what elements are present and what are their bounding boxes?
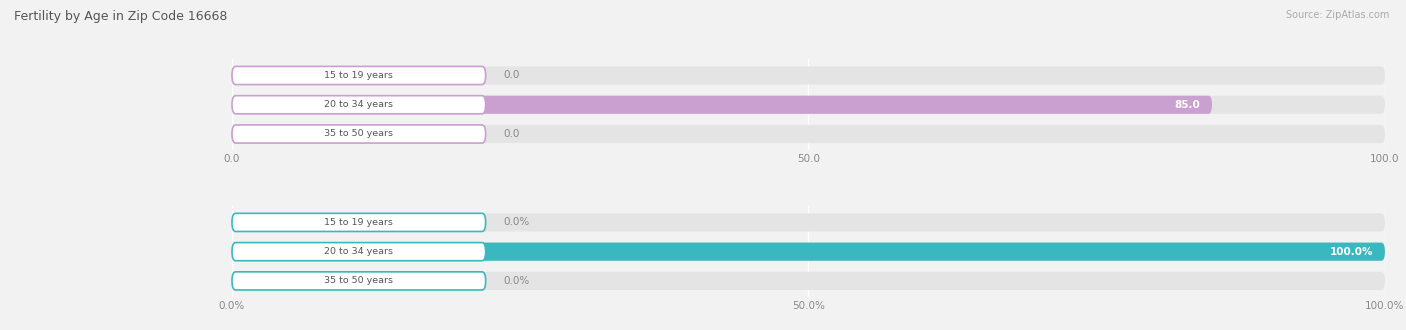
- FancyBboxPatch shape: [232, 213, 1385, 231]
- Text: 20 to 34 years: 20 to 34 years: [325, 100, 394, 109]
- FancyBboxPatch shape: [232, 125, 1385, 143]
- Text: 100.0%: 100.0%: [1330, 247, 1374, 257]
- FancyBboxPatch shape: [232, 213, 485, 231]
- FancyBboxPatch shape: [232, 272, 1385, 290]
- FancyBboxPatch shape: [232, 96, 1212, 114]
- Text: 0.0%: 0.0%: [503, 276, 529, 286]
- FancyBboxPatch shape: [232, 66, 485, 84]
- FancyBboxPatch shape: [232, 243, 1385, 261]
- Text: 35 to 50 years: 35 to 50 years: [325, 277, 394, 285]
- FancyBboxPatch shape: [232, 96, 1385, 114]
- Text: 15 to 19 years: 15 to 19 years: [325, 71, 394, 80]
- FancyBboxPatch shape: [232, 243, 1385, 261]
- Text: 20 to 34 years: 20 to 34 years: [325, 247, 394, 256]
- Text: Fertility by Age in Zip Code 16668: Fertility by Age in Zip Code 16668: [14, 10, 228, 23]
- FancyBboxPatch shape: [232, 96, 485, 114]
- Text: 0.0%: 0.0%: [503, 217, 529, 227]
- Text: Source: ZipAtlas.com: Source: ZipAtlas.com: [1285, 10, 1389, 20]
- Text: 0.0: 0.0: [503, 129, 519, 139]
- FancyBboxPatch shape: [232, 243, 485, 261]
- Text: 0.0: 0.0: [503, 71, 519, 81]
- FancyBboxPatch shape: [232, 66, 1385, 84]
- Text: 85.0: 85.0: [1174, 100, 1201, 110]
- FancyBboxPatch shape: [232, 272, 485, 290]
- Text: 15 to 19 years: 15 to 19 years: [325, 218, 394, 227]
- FancyBboxPatch shape: [232, 125, 485, 143]
- Text: 35 to 50 years: 35 to 50 years: [325, 129, 394, 139]
